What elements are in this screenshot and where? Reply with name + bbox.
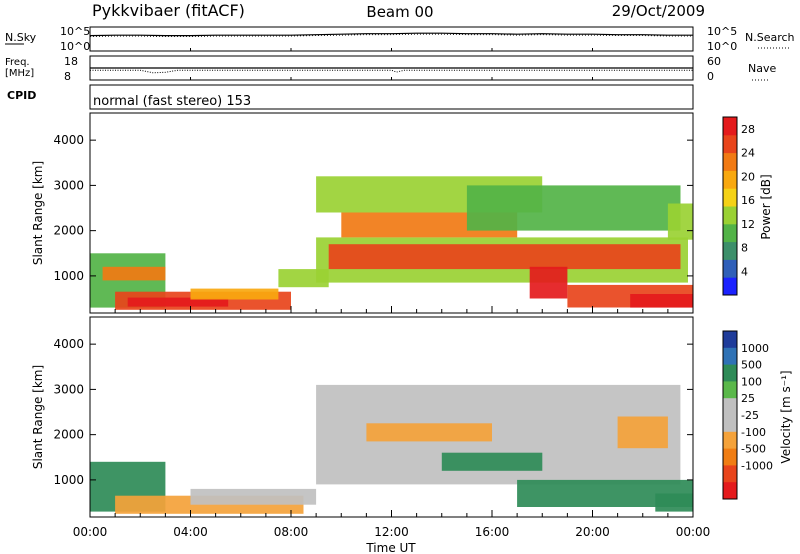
- power-colorbar-tick-6: 28: [741, 123, 755, 136]
- power-region-3: [127, 297, 229, 307]
- velocity-colorbar-tick-4: -25: [741, 409, 759, 422]
- power-ytick-label-1: 2000: [53, 224, 84, 238]
- velocity-region-2: [190, 488, 317, 505]
- velocity-colorbar-label: Velocity [m s⁻¹]: [779, 370, 793, 463]
- velocity-colorbar-tick-7: -1000: [741, 459, 773, 472]
- power-colorbar-swatch-2: [723, 241, 737, 260]
- power-colorbar-swatch-3: [723, 223, 737, 243]
- velocity-colorbar-swatch-8: [723, 465, 737, 483]
- cpid-value: normal (fast stereo) 153: [93, 94, 251, 109]
- velocity-colorbar-swatch-2: [723, 364, 737, 382]
- velocity-colorbar-tick-1: 500: [741, 359, 762, 372]
- velocity-colorbar-swatch-1: [723, 347, 737, 366]
- noise-right-tick-top: 10^5: [707, 25, 737, 38]
- xtick-label-5: 20:00: [575, 525, 610, 539]
- noise-left-tick-top: 10^5: [60, 25, 90, 38]
- freq-tick-bottom: 8: [64, 70, 71, 83]
- power-colorbar-swatch-0: [723, 277, 737, 296]
- xtick-label-1: 04:00: [173, 525, 208, 539]
- nave-tick-bottom: 0: [707, 70, 714, 83]
- velocity-colorbar-tick-5: -100: [741, 426, 766, 439]
- velocity-colorbar-tick-6: -500: [741, 443, 766, 456]
- freq-label-line1: Freq.: [5, 57, 30, 68]
- xtick-label-0: 00:00: [73, 525, 108, 539]
- power-colorbar-swatch-4: [723, 206, 737, 225]
- power-region-13: [630, 294, 693, 308]
- noise-panel-frame: [89, 26, 694, 52]
- power-y-axis-label: Slant Range [km]: [31, 161, 45, 265]
- power-colorbar-swatch-9: [723, 117, 737, 136]
- power-region-10: [466, 185, 681, 231]
- velocity-region-8: [655, 493, 693, 512]
- velocity-ytick-label-0: 1000: [53, 473, 84, 487]
- sky-noise-line: [89, 32, 693, 37]
- beam-label: Beam 00: [366, 3, 433, 21]
- power-region-1: [102, 266, 166, 281]
- power-region-11: [529, 266, 568, 299]
- velocity-ytick-label-3: 4000: [53, 337, 84, 351]
- velocity-colorbar-swatch-6: [723, 431, 737, 450]
- power-colorbar-swatch-8: [723, 134, 737, 154]
- power-colorbar-swatch-5: [723, 188, 737, 207]
- noise-left-tick-bottom: 10^0: [60, 40, 90, 53]
- xtick-label-2: 08:00: [274, 525, 309, 539]
- velocity-region-4: [366, 423, 492, 442]
- velocity-region-7: [617, 416, 668, 449]
- xtick-label-6: 00:00: [676, 525, 711, 539]
- power-ytick-label-2: 3000: [53, 178, 84, 192]
- power-region-4: [190, 288, 279, 300]
- power-colorbar-tick-0: 4: [741, 265, 748, 278]
- power-region-14: [667, 203, 693, 240]
- nave-label: Nave: [748, 62, 776, 75]
- noise-right-tick-bottom: 10^0: [707, 40, 737, 53]
- velocity-region-5: [441, 452, 543, 471]
- nave-tick-top: 60: [707, 55, 721, 68]
- velocity-colorbar-tick-0: 1000: [741, 342, 769, 355]
- power-colorbar-swatch-6: [723, 170, 737, 189]
- velocity-ytick-label-2: 3000: [53, 382, 84, 396]
- power-colorbar-tick-2: 12: [741, 218, 755, 231]
- frequency-panel: Freq. [MHz] 18 8 60 0 Nave: [5, 55, 776, 83]
- cpid-panel-frame: [89, 84, 694, 110]
- noise-panel: N.Sky 10^5 10^0 10^5 10^0 N.Search: [5, 25, 795, 53]
- x-axis-label: Time UT: [365, 541, 416, 554]
- velocity-colorbar-swatch-4: [723, 398, 737, 416]
- power-colorbar-label: Power [dB]: [759, 174, 773, 239]
- velocity-colorbar-swatch-0: [723, 331, 737, 349]
- velocity-colorbar-swatch-3: [723, 381, 737, 399]
- velocity-colorbar-swatch-5: [723, 415, 737, 433]
- power-colorbar-swatch-1: [723, 259, 737, 278]
- power-colorbar-tick-3: 16: [741, 194, 755, 207]
- velocity-colorbar-frame: [722, 330, 738, 500]
- cpid-label: CPID: [7, 89, 36, 102]
- power-colorbar-tick-4: 20: [741, 170, 755, 183]
- xtick-label-4: 16:00: [475, 525, 510, 539]
- power-region-7: [328, 244, 681, 270]
- date-label: 29/Oct/2009: [612, 2, 705, 20]
- sky-noise-label: N.Sky: [5, 31, 37, 44]
- xtick-label-3: 12:00: [374, 525, 409, 539]
- velocity-colorbar-tick-3: 25: [741, 392, 755, 405]
- velocity-y-axis-label: Slant Range [km]: [31, 365, 45, 469]
- velocity-colorbar-swatch-9: [723, 482, 737, 500]
- power-panel: 1000 2000 3000 4000 Slant Range [km] 4 8 12 16…: [31, 112, 773, 314]
- velocity-ytick-label-1: 2000: [53, 428, 84, 442]
- power-colorbar-frame: [722, 116, 738, 296]
- station-title: Pykkvibaer (fitACF): [92, 1, 245, 20]
- power-ytick-label-0: 1000: [53, 269, 84, 283]
- search-noise-label: N.Search: [745, 31, 795, 44]
- power-ytick-label-3: 4000: [53, 133, 84, 147]
- velocity-colorbar-swatch-7: [723, 448, 737, 466]
- power-colorbar-tick-5: 24: [741, 147, 755, 160]
- freq-label-line2: [MHz]: [5, 68, 34, 79]
- cpid-panel: CPID normal (fast stereo) 153: [7, 84, 694, 110]
- velocity-colorbar-tick-2: 100: [741, 375, 762, 388]
- power-colorbar-swatch-7: [723, 152, 737, 171]
- power-colorbar-tick-1: 8: [741, 242, 748, 255]
- frequency-line: [90, 69, 693, 74]
- freq-tick-top: 18: [64, 55, 78, 68]
